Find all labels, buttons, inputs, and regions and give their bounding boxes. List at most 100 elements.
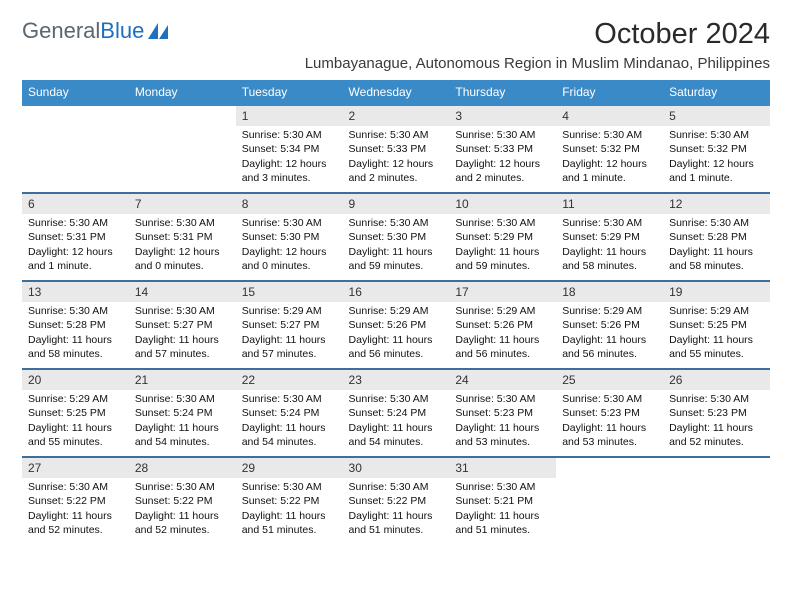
daylight-line: Daylight: 11 hours and 52 minutes. xyxy=(669,421,764,449)
day-body: Sunrise: 5:30 AMSunset: 5:24 PMDaylight:… xyxy=(343,390,450,453)
sunrise-line: Sunrise: 5:30 AM xyxy=(349,480,444,494)
brand-logo: GeneralBlue xyxy=(22,18,172,44)
sunset-line: Sunset: 5:30 PM xyxy=(242,230,337,244)
sunset-line: Sunset: 5:28 PM xyxy=(28,318,123,332)
day-body: Sunrise: 5:30 AMSunset: 5:31 PMDaylight:… xyxy=(129,214,236,277)
daylight-line: Daylight: 12 hours and 2 minutes. xyxy=(455,157,550,185)
daylight-line: Daylight: 11 hours and 54 minutes. xyxy=(135,421,230,449)
calendar-cell: 12Sunrise: 5:30 AMSunset: 5:28 PMDayligh… xyxy=(663,193,770,281)
daylight-line: Daylight: 11 hours and 57 minutes. xyxy=(242,333,337,361)
day-body: Sunrise: 5:30 AMSunset: 5:29 PMDaylight:… xyxy=(449,214,556,277)
sunset-line: Sunset: 5:23 PM xyxy=(562,406,657,420)
sunrise-line: Sunrise: 5:30 AM xyxy=(242,392,337,406)
day-header: Monday xyxy=(129,80,236,105)
day-body: Sunrise: 5:29 AMSunset: 5:27 PMDaylight:… xyxy=(236,302,343,365)
calendar-cell: 2Sunrise: 5:30 AMSunset: 5:33 PMDaylight… xyxy=(343,105,450,193)
calendar-cell xyxy=(22,105,129,193)
daylight-line: Daylight: 11 hours and 52 minutes. xyxy=(135,509,230,537)
daylight-line: Daylight: 11 hours and 54 minutes. xyxy=(242,421,337,449)
daylight-line: Daylight: 11 hours and 51 minutes. xyxy=(242,509,337,537)
daylight-line: Daylight: 11 hours and 52 minutes. xyxy=(28,509,123,537)
sunrise-line: Sunrise: 5:29 AM xyxy=(669,304,764,318)
sunset-line: Sunset: 5:31 PM xyxy=(135,230,230,244)
sunset-line: Sunset: 5:23 PM xyxy=(455,406,550,420)
daylight-line: Daylight: 11 hours and 51 minutes. xyxy=(455,509,550,537)
calendar-cell: 5Sunrise: 5:30 AMSunset: 5:32 PMDaylight… xyxy=(663,105,770,193)
calendar-cell: 16Sunrise: 5:29 AMSunset: 5:26 PMDayligh… xyxy=(343,281,450,369)
day-number: 28 xyxy=(129,458,236,478)
sunrise-line: Sunrise: 5:30 AM xyxy=(562,392,657,406)
day-body: Sunrise: 5:30 AMSunset: 5:33 PMDaylight:… xyxy=(449,126,556,189)
daylight-line: Daylight: 12 hours and 1 minute. xyxy=(562,157,657,185)
sunset-line: Sunset: 5:25 PM xyxy=(669,318,764,332)
day-body: Sunrise: 5:30 AMSunset: 5:28 PMDaylight:… xyxy=(663,214,770,277)
day-number: 31 xyxy=(449,458,556,478)
daylight-line: Daylight: 11 hours and 59 minutes. xyxy=(455,245,550,273)
sunset-line: Sunset: 5:24 PM xyxy=(349,406,444,420)
calendar-cell: 24Sunrise: 5:30 AMSunset: 5:23 PMDayligh… xyxy=(449,369,556,457)
sunset-line: Sunset: 5:30 PM xyxy=(349,230,444,244)
sunrise-line: Sunrise: 5:30 AM xyxy=(669,128,764,142)
sunset-line: Sunset: 5:27 PM xyxy=(135,318,230,332)
calendar-cell: 21Sunrise: 5:30 AMSunset: 5:24 PMDayligh… xyxy=(129,369,236,457)
day-number: 22 xyxy=(236,370,343,390)
calendar-cell: 30Sunrise: 5:30 AMSunset: 5:22 PMDayligh… xyxy=(343,457,450,545)
daylight-line: Daylight: 11 hours and 53 minutes. xyxy=(562,421,657,449)
day-number: 25 xyxy=(556,370,663,390)
daylight-line: Daylight: 11 hours and 57 minutes. xyxy=(135,333,230,361)
day-number: 18 xyxy=(556,282,663,302)
calendar-cell: 3Sunrise: 5:30 AMSunset: 5:33 PMDaylight… xyxy=(449,105,556,193)
day-number: 23 xyxy=(343,370,450,390)
day-number: 13 xyxy=(22,282,129,302)
daylight-line: Daylight: 11 hours and 59 minutes. xyxy=(349,245,444,273)
sunset-line: Sunset: 5:32 PM xyxy=(562,142,657,156)
sunrise-line: Sunrise: 5:30 AM xyxy=(135,304,230,318)
day-number: 5 xyxy=(663,106,770,126)
calendar-cell: 25Sunrise: 5:30 AMSunset: 5:23 PMDayligh… xyxy=(556,369,663,457)
calendar-cell: 1Sunrise: 5:30 AMSunset: 5:34 PMDaylight… xyxy=(236,105,343,193)
day-number: 2 xyxy=(343,106,450,126)
day-body: Sunrise: 5:30 AMSunset: 5:34 PMDaylight:… xyxy=(236,126,343,189)
day-body: Sunrise: 5:29 AMSunset: 5:26 PMDaylight:… xyxy=(343,302,450,365)
sunrise-line: Sunrise: 5:29 AM xyxy=(242,304,337,318)
sunset-line: Sunset: 5:33 PM xyxy=(455,142,550,156)
page-title: October 2024 xyxy=(594,18,770,51)
sunrise-line: Sunrise: 5:30 AM xyxy=(455,480,550,494)
brand-part1: General xyxy=(22,18,100,44)
daylight-line: Daylight: 12 hours and 1 minute. xyxy=(669,157,764,185)
day-number: 12 xyxy=(663,194,770,214)
day-body: Sunrise: 5:30 AMSunset: 5:30 PMDaylight:… xyxy=(343,214,450,277)
day-header: Friday xyxy=(556,80,663,105)
daylight-line: Daylight: 11 hours and 58 minutes. xyxy=(28,333,123,361)
day-number: 1 xyxy=(236,106,343,126)
day-number: 11 xyxy=(556,194,663,214)
daylight-line: Daylight: 11 hours and 58 minutes. xyxy=(669,245,764,273)
calendar-cell: 20Sunrise: 5:29 AMSunset: 5:25 PMDayligh… xyxy=(22,369,129,457)
sunset-line: Sunset: 5:28 PM xyxy=(669,230,764,244)
sunset-line: Sunset: 5:24 PM xyxy=(242,406,337,420)
sunrise-line: Sunrise: 5:30 AM xyxy=(349,216,444,230)
day-body: Sunrise: 5:30 AMSunset: 5:32 PMDaylight:… xyxy=(556,126,663,189)
sunrise-line: Sunrise: 5:30 AM xyxy=(669,392,764,406)
calendar-cell: 19Sunrise: 5:29 AMSunset: 5:25 PMDayligh… xyxy=(663,281,770,369)
day-body: Sunrise: 5:30 AMSunset: 5:22 PMDaylight:… xyxy=(343,478,450,541)
sunrise-line: Sunrise: 5:30 AM xyxy=(562,128,657,142)
calendar-cell: 11Sunrise: 5:30 AMSunset: 5:29 PMDayligh… xyxy=(556,193,663,281)
day-body: Sunrise: 5:29 AMSunset: 5:26 PMDaylight:… xyxy=(556,302,663,365)
daylight-line: Daylight: 11 hours and 54 minutes. xyxy=(349,421,444,449)
sunset-line: Sunset: 5:29 PM xyxy=(455,230,550,244)
daylight-line: Daylight: 11 hours and 56 minutes. xyxy=(455,333,550,361)
sunrise-line: Sunrise: 5:29 AM xyxy=(562,304,657,318)
day-body: Sunrise: 5:30 AMSunset: 5:23 PMDaylight:… xyxy=(556,390,663,453)
day-body: Sunrise: 5:30 AMSunset: 5:23 PMDaylight:… xyxy=(449,390,556,453)
sunset-line: Sunset: 5:26 PM xyxy=(562,318,657,332)
day-body: Sunrise: 5:29 AMSunset: 5:26 PMDaylight:… xyxy=(449,302,556,365)
day-number: 20 xyxy=(22,370,129,390)
sunset-line: Sunset: 5:27 PM xyxy=(242,318,337,332)
day-body: Sunrise: 5:30 AMSunset: 5:24 PMDaylight:… xyxy=(236,390,343,453)
location-subtitle: Lumbayanague, Autonomous Region in Musli… xyxy=(22,55,770,72)
day-body: Sunrise: 5:30 AMSunset: 5:30 PMDaylight:… xyxy=(236,214,343,277)
day-number: 17 xyxy=(449,282,556,302)
calendar-cell: 31Sunrise: 5:30 AMSunset: 5:21 PMDayligh… xyxy=(449,457,556,545)
sunset-line: Sunset: 5:26 PM xyxy=(455,318,550,332)
